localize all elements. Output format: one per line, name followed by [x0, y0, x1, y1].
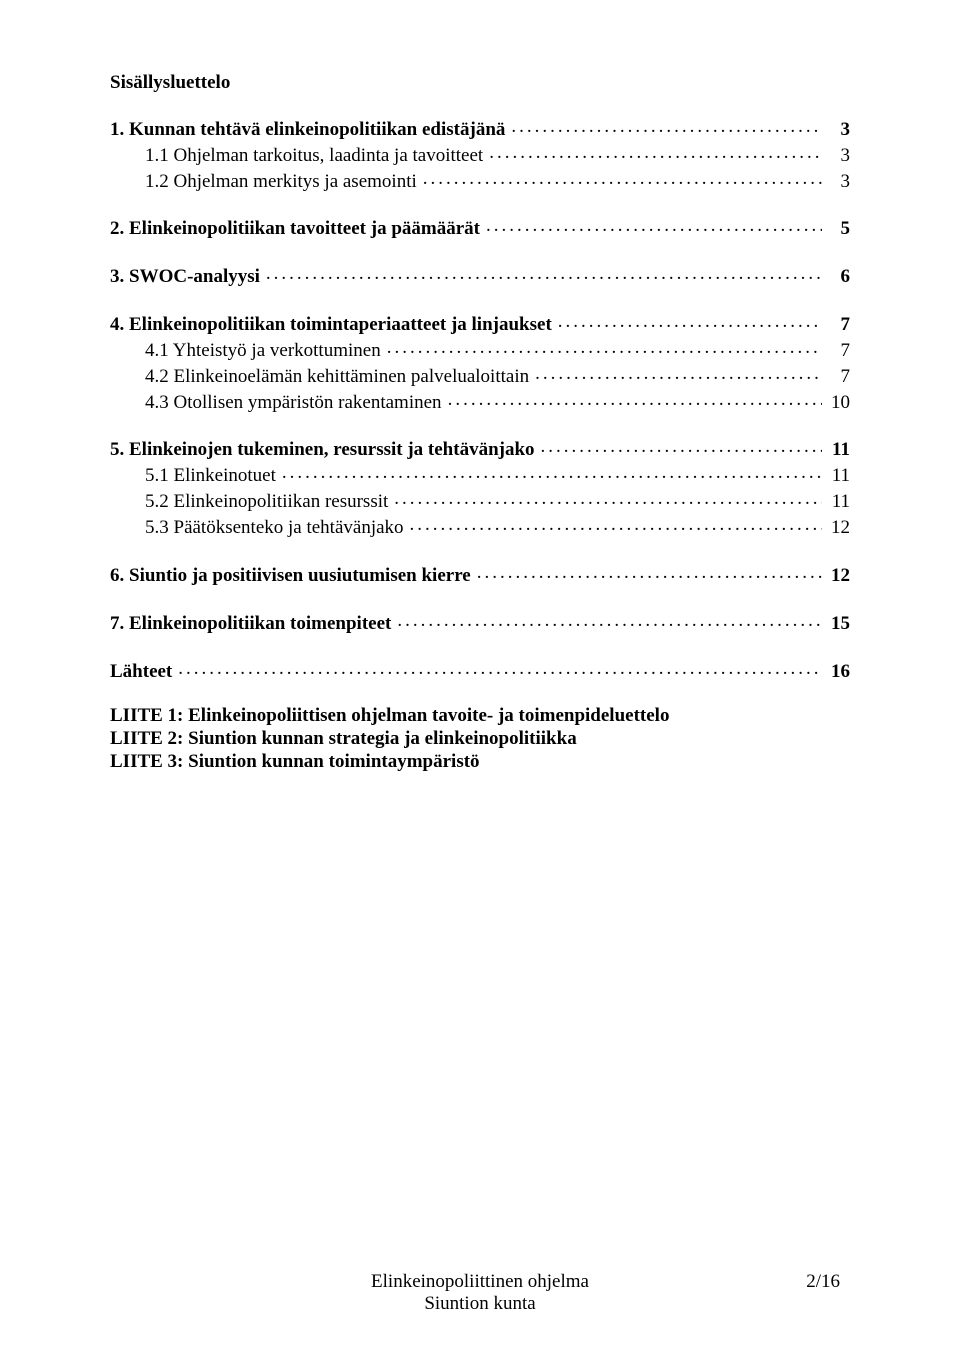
toc-spacer	[110, 683, 850, 705]
toc-entry-page: 7	[824, 340, 850, 362]
toc-entry-page: 10	[824, 392, 850, 414]
toc-entry-label: 1.1 Ohjelman tarkoitus, laadinta ja tavo…	[110, 145, 487, 167]
toc-entry: 4.1 Yhteistyö ja verkottuminen 7	[110, 337, 850, 362]
toc-leader-dots	[486, 215, 822, 234]
toc-spacer	[110, 636, 850, 658]
toc-leader-dots	[397, 610, 822, 629]
toc-leader-dots	[282, 462, 822, 481]
toc-entry-page: 12	[824, 517, 850, 539]
toc-leader-dots	[489, 142, 822, 161]
toc-entry-label: 1. Kunnan tehtävä elinkeinopolitiikan ed…	[110, 119, 509, 141]
toc-entry-page: 6	[824, 266, 850, 288]
toc-entry-page: 5	[824, 218, 850, 240]
toc-entry: 4. Elinkeinopolitiikan toimintaperiaatte…	[110, 311, 850, 336]
toc-entry: 1.2 Ohjelman merkitys ja asemointi 3	[110, 168, 850, 193]
toc-entry-page: 11	[824, 491, 850, 513]
toc-entry: 5.1 Elinkeinotuet 11	[110, 462, 850, 487]
toc-entry-page: 16	[824, 661, 850, 683]
toc-leader-dots	[477, 562, 822, 581]
toc-entry-page: 11	[824, 465, 850, 487]
toc-spacer	[110, 588, 850, 610]
toc-entry-label: 3. SWOC-analyysi	[110, 266, 264, 288]
toc-spacer	[110, 414, 850, 436]
toc-title: Sisällysluettelo	[110, 72, 850, 94]
toc-entry: 2. Elinkeinopolitiikan tavoitteet ja pää…	[110, 215, 850, 240]
appendix-line: LIITE 1: Elinkeinopoliittisen ohjelman t…	[110, 705, 850, 727]
toc-leader-dots	[558, 311, 822, 330]
toc-entry-page: 3	[824, 119, 850, 141]
toc-entry-page: 3	[824, 145, 850, 167]
page-footer: Elinkeinopoliittinen ohjelma 2/16 Siunti…	[0, 1271, 960, 1315]
toc-leader-dots	[541, 436, 822, 455]
toc-entry: 4.3 Otollisen ympäristön rakentaminen 10	[110, 389, 850, 414]
toc-entry-label: 4.2 Elinkeinoelämän kehittäminen palvelu…	[110, 366, 533, 388]
toc-entry-label: 7. Elinkeinopolitiikan toimenpiteet	[110, 613, 395, 635]
toc-entry-page: 7	[824, 314, 850, 336]
toc-entry-label: 5.2 Elinkeinopolitiikan resurssit	[110, 491, 392, 513]
toc-entry-page: 11	[824, 439, 850, 461]
toc-leader-dots	[394, 488, 822, 507]
toc-entry: Lähteet 16	[110, 658, 850, 683]
toc-entry-label: Lähteet	[110, 661, 176, 683]
toc-entry-label: 1.2 Ohjelman merkitys ja asemointi	[110, 171, 421, 193]
toc-entry-label: 2. Elinkeinopolitiikan tavoitteet ja pää…	[110, 218, 484, 240]
toc-entry-label: 5. Elinkeinojen tukeminen, resurssit ja …	[110, 439, 539, 461]
toc-spacer	[110, 289, 850, 311]
footer-line2: Siuntion kunta	[0, 1293, 960, 1315]
toc-leader-dots	[448, 389, 822, 408]
footer-page-number: 2/16	[806, 1271, 840, 1293]
toc-spacer	[110, 241, 850, 263]
toc-entry-page: 7	[824, 366, 850, 388]
toc-entry-label: 4. Elinkeinopolitiikan toimintaperiaatte…	[110, 314, 556, 336]
toc-entry: 1. Kunnan tehtävä elinkeinopolitiikan ed…	[110, 116, 850, 141]
toc-leader-dots	[535, 363, 822, 382]
toc-leader-dots	[410, 514, 822, 533]
toc-leader-dots	[387, 337, 822, 356]
toc-spacer	[110, 540, 850, 562]
appendix-line: LIITE 2: Siuntion kunnan strategia ja el…	[110, 728, 850, 750]
page: Sisällysluettelo 1. Kunnan tehtävä elink…	[0, 0, 960, 1371]
toc-entry-page: 3	[824, 171, 850, 193]
toc-spacer	[110, 193, 850, 215]
toc-entry: 6. Siuntio ja positiivisen uusiutumisen …	[110, 562, 850, 587]
toc-entry-label: 4.3 Otollisen ympäristön rakentaminen	[110, 392, 446, 414]
toc-entry-label: 5.1 Elinkeinotuet	[110, 465, 280, 487]
toc-entry: 4.2 Elinkeinoelämän kehittäminen palvelu…	[110, 363, 850, 388]
toc-entry: 5.3 Päätöksenteko ja tehtävänjako 12	[110, 514, 850, 539]
toc-entry: 7. Elinkeinopolitiikan toimenpiteet 15	[110, 610, 850, 635]
toc-entry: 5.2 Elinkeinopolitiikan resurssit 11	[110, 488, 850, 513]
toc-entry-label: 6. Siuntio ja positiivisen uusiutumisen …	[110, 565, 475, 587]
toc-entry: 3. SWOC-analyysi 6	[110, 263, 850, 288]
toc-entry-page: 12	[824, 565, 850, 587]
table-of-contents: 1. Kunnan tehtävä elinkeinopolitiikan ed…	[110, 116, 850, 706]
appendix-block: LIITE 1: Elinkeinopoliittisen ohjelman t…	[110, 705, 850, 773]
toc-leader-dots	[178, 658, 822, 677]
appendix-line: LIITE 3: Siuntion kunnan toimintaympäris…	[110, 751, 850, 773]
toc-entry-page: 15	[824, 613, 850, 635]
toc-entry: 5. Elinkeinojen tukeminen, resurssit ja …	[110, 436, 850, 461]
toc-leader-dots	[423, 168, 822, 187]
toc-leader-dots	[266, 263, 822, 282]
toc-entry-label: 5.3 Päätöksenteko ja tehtävänjako	[110, 517, 408, 539]
footer-line1: Elinkeinopoliittinen ohjelma	[371, 1271, 589, 1293]
toc-entry-label: 4.1 Yhteistyö ja verkottuminen	[110, 340, 385, 362]
toc-leader-dots	[511, 116, 822, 135]
toc-entry: 1.1 Ohjelman tarkoitus, laadinta ja tavo…	[110, 142, 850, 167]
